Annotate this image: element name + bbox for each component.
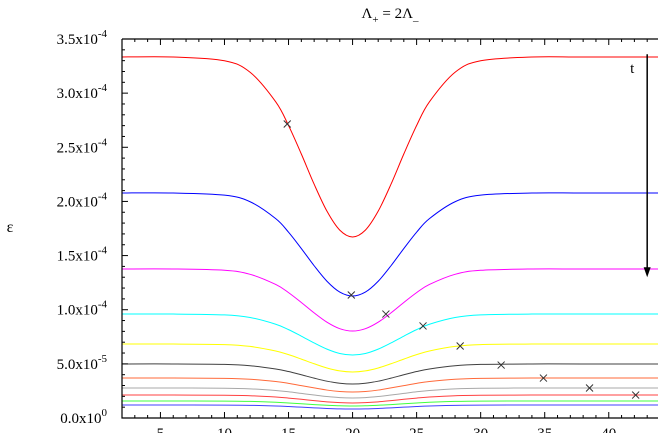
x-tick-label: 35 bbox=[537, 426, 552, 433]
y-tick-label: 1.5x10-4 bbox=[57, 245, 108, 265]
series-line-3 bbox=[122, 268, 658, 332]
data-marker-9 bbox=[631, 391, 640, 399]
data-marker-2 bbox=[347, 291, 356, 299]
x-tick-label: 5 bbox=[157, 426, 165, 433]
data-marker-7 bbox=[539, 374, 548, 382]
data-marker-5 bbox=[456, 342, 465, 350]
series-line-1 bbox=[122, 56, 658, 238]
arrow-down-icon bbox=[643, 267, 651, 278]
x-tick-label: 25 bbox=[409, 426, 424, 433]
series-line-7 bbox=[122, 377, 658, 393]
y-tick-label: 3.5x10-4 bbox=[57, 28, 108, 48]
x-tick-label: 15 bbox=[281, 426, 296, 433]
data-marker-8 bbox=[585, 384, 594, 392]
time-arrow-label: t bbox=[630, 61, 635, 77]
data-marker-4 bbox=[419, 322, 427, 330]
chart-title: Λ+ = 2Λ_ bbox=[362, 6, 419, 26]
y-tick-label: 0.0x100 bbox=[60, 407, 107, 427]
series-line-8 bbox=[122, 387, 658, 399]
series-line-6 bbox=[122, 363, 658, 385]
series-line-4 bbox=[122, 313, 658, 356]
data-marker-6 bbox=[497, 361, 506, 369]
x-tick-label: 10 bbox=[217, 426, 232, 433]
y-axis-label: ε bbox=[7, 219, 14, 236]
series-line-11 bbox=[122, 404, 658, 410]
y-tick-label: 3.0x10-4 bbox=[57, 82, 108, 102]
y-tick-label: 2.0x10-4 bbox=[57, 190, 108, 210]
y-tick-label: 2.5x10-4 bbox=[57, 136, 108, 156]
x-tick-label: 30 bbox=[473, 426, 488, 433]
series-line-9 bbox=[122, 394, 658, 404]
x-tick-label: 20 bbox=[345, 426, 360, 433]
x-tick-label: 40 bbox=[601, 426, 616, 433]
y-tick-label: 1.0x10-4 bbox=[57, 299, 108, 319]
series-line-2 bbox=[122, 192, 658, 297]
axes-frame bbox=[121, 38, 658, 419]
data-marker-1 bbox=[283, 120, 292, 128]
series-line-5 bbox=[122, 343, 658, 373]
series-line-10 bbox=[122, 400, 658, 407]
y-tick-label: 5.0x10-5 bbox=[57, 353, 108, 373]
data-marker-3 bbox=[382, 310, 390, 318]
